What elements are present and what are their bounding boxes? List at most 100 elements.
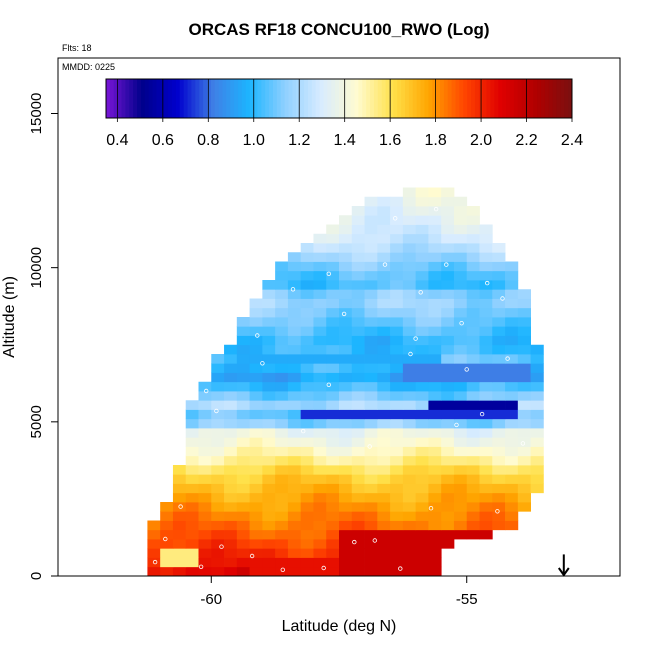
sample-point	[433, 206, 439, 212]
colorbar-segment	[117, 79, 123, 118]
heatmap-cell	[326, 307, 340, 318]
colorbar-segment	[513, 79, 519, 118]
heatmap-cell	[364, 289, 378, 299]
heatmap-cell	[390, 409, 404, 420]
heatmap-cell	[160, 557, 174, 568]
sample-point	[178, 504, 183, 509]
sample-point	[495, 509, 500, 514]
heatmap-cell	[517, 372, 531, 383]
heatmap-cell	[453, 363, 468, 373]
heatmap-cell	[479, 261, 493, 272]
heatmap-cell	[313, 539, 327, 549]
heatmap-cell	[326, 261, 340, 272]
heatmap-cell	[287, 557, 302, 568]
heatmap-cell	[339, 502, 353, 512]
heatmap-cell	[185, 492, 199, 503]
heatmap-cell	[402, 391, 417, 401]
heatmap-cell	[262, 317, 276, 327]
heatmap-cell	[198, 502, 212, 512]
heatmap-cell	[275, 492, 289, 503]
colorbar-segment	[428, 79, 433, 118]
heatmap-cell	[466, 307, 480, 318]
heatmap-cell	[441, 243, 455, 253]
heatmap-cell	[453, 196, 468, 207]
heatmap-cell	[492, 465, 506, 475]
heatmap-cell	[428, 317, 442, 327]
heatmap-cell	[505, 298, 519, 309]
heatmap-cell	[198, 437, 212, 447]
heatmap-cell	[415, 326, 429, 336]
heatmap-cell	[351, 409, 365, 420]
heatmap-cell	[517, 298, 531, 309]
heatmap-cell	[492, 363, 506, 373]
heatmap-cell	[415, 381, 429, 392]
sample-point	[398, 566, 403, 571]
heatmap-cell	[262, 326, 276, 336]
y-tick-label: 10000	[28, 247, 45, 289]
heatmap-cell	[313, 566, 327, 577]
colorbar-segment	[191, 79, 196, 118]
heatmap-cell	[453, 344, 468, 355]
heatmap-cell	[249, 317, 263, 327]
sample-point	[321, 565, 326, 571]
colorbar-tick-label: 2.0	[470, 132, 492, 149]
heatmap-cell	[377, 502, 391, 512]
heatmap-cell	[530, 465, 544, 475]
heatmap-cell	[211, 446, 225, 457]
x-tick-label: -60	[200, 591, 222, 608]
colorbar-segment	[509, 79, 515, 118]
heatmap-cell	[364, 520, 378, 531]
heatmap-cell	[275, 409, 289, 420]
heatmap-cell	[351, 206, 365, 216]
colorbar-segment	[455, 79, 460, 118]
heatmap-cell	[364, 215, 378, 225]
heatmap-cell	[428, 307, 442, 318]
sample-point	[163, 536, 168, 542]
heatmap-cell	[326, 437, 340, 447]
heatmap-cell	[300, 307, 314, 318]
heatmap-cell	[364, 502, 378, 512]
heatmap-cell	[326, 474, 340, 484]
heatmap-cell	[428, 465, 442, 475]
heatmap-cell	[517, 363, 531, 373]
heatmap-cell	[236, 465, 250, 475]
heatmap-cell	[453, 400, 468, 410]
heatmap-cell	[185, 428, 199, 438]
heatmap-cell	[402, 483, 417, 494]
heatmap-cell	[402, 511, 417, 521]
heatmap-cell	[466, 326, 480, 336]
heatmap-cell	[249, 483, 263, 494]
heatmap-cell	[479, 298, 493, 309]
heatmap-cell	[198, 465, 212, 475]
heatmap-cell	[453, 492, 468, 503]
sample-point	[214, 408, 219, 414]
heatmap-cell	[479, 335, 493, 346]
heatmap-cell	[390, 233, 404, 244]
heatmap-cell	[300, 483, 314, 494]
chart-title: ORCAS RF18 CONCU100_RWO (Log)	[189, 20, 490, 39]
heatmap-cell	[415, 428, 429, 438]
heatmap-cell	[492, 280, 506, 290]
heatmap-cell	[466, 270, 480, 281]
colorbar: 0.4 0.6 0.8 1.0 1.2 1.4 1.6 1.8 2.0 2.2 2.4	[105, 78, 583, 149]
heatmap-cell	[172, 465, 187, 475]
heatmap-cell	[441, 391, 455, 401]
heatmap-cell	[517, 455, 531, 466]
heatmap-cell	[326, 289, 340, 299]
heatmap-cell	[300, 298, 314, 309]
heatmap-cell	[313, 289, 327, 299]
heatmap-cell	[249, 520, 263, 531]
heatmap-cell	[415, 492, 429, 503]
colorbar-segment	[296, 79, 301, 118]
colorbar-segment	[199, 79, 204, 118]
heatmap-cell	[505, 446, 519, 457]
heatmap-cell	[453, 326, 468, 336]
heatmap-cell	[390, 529, 404, 540]
heatmap-cell	[211, 409, 225, 420]
heatmap-cell	[172, 483, 187, 494]
heatmap-cell	[313, 261, 327, 272]
heatmap-cell	[185, 502, 199, 512]
heatmap-cell	[275, 298, 289, 309]
heatmap-cell	[224, 520, 238, 531]
heatmap-cell	[364, 307, 378, 318]
